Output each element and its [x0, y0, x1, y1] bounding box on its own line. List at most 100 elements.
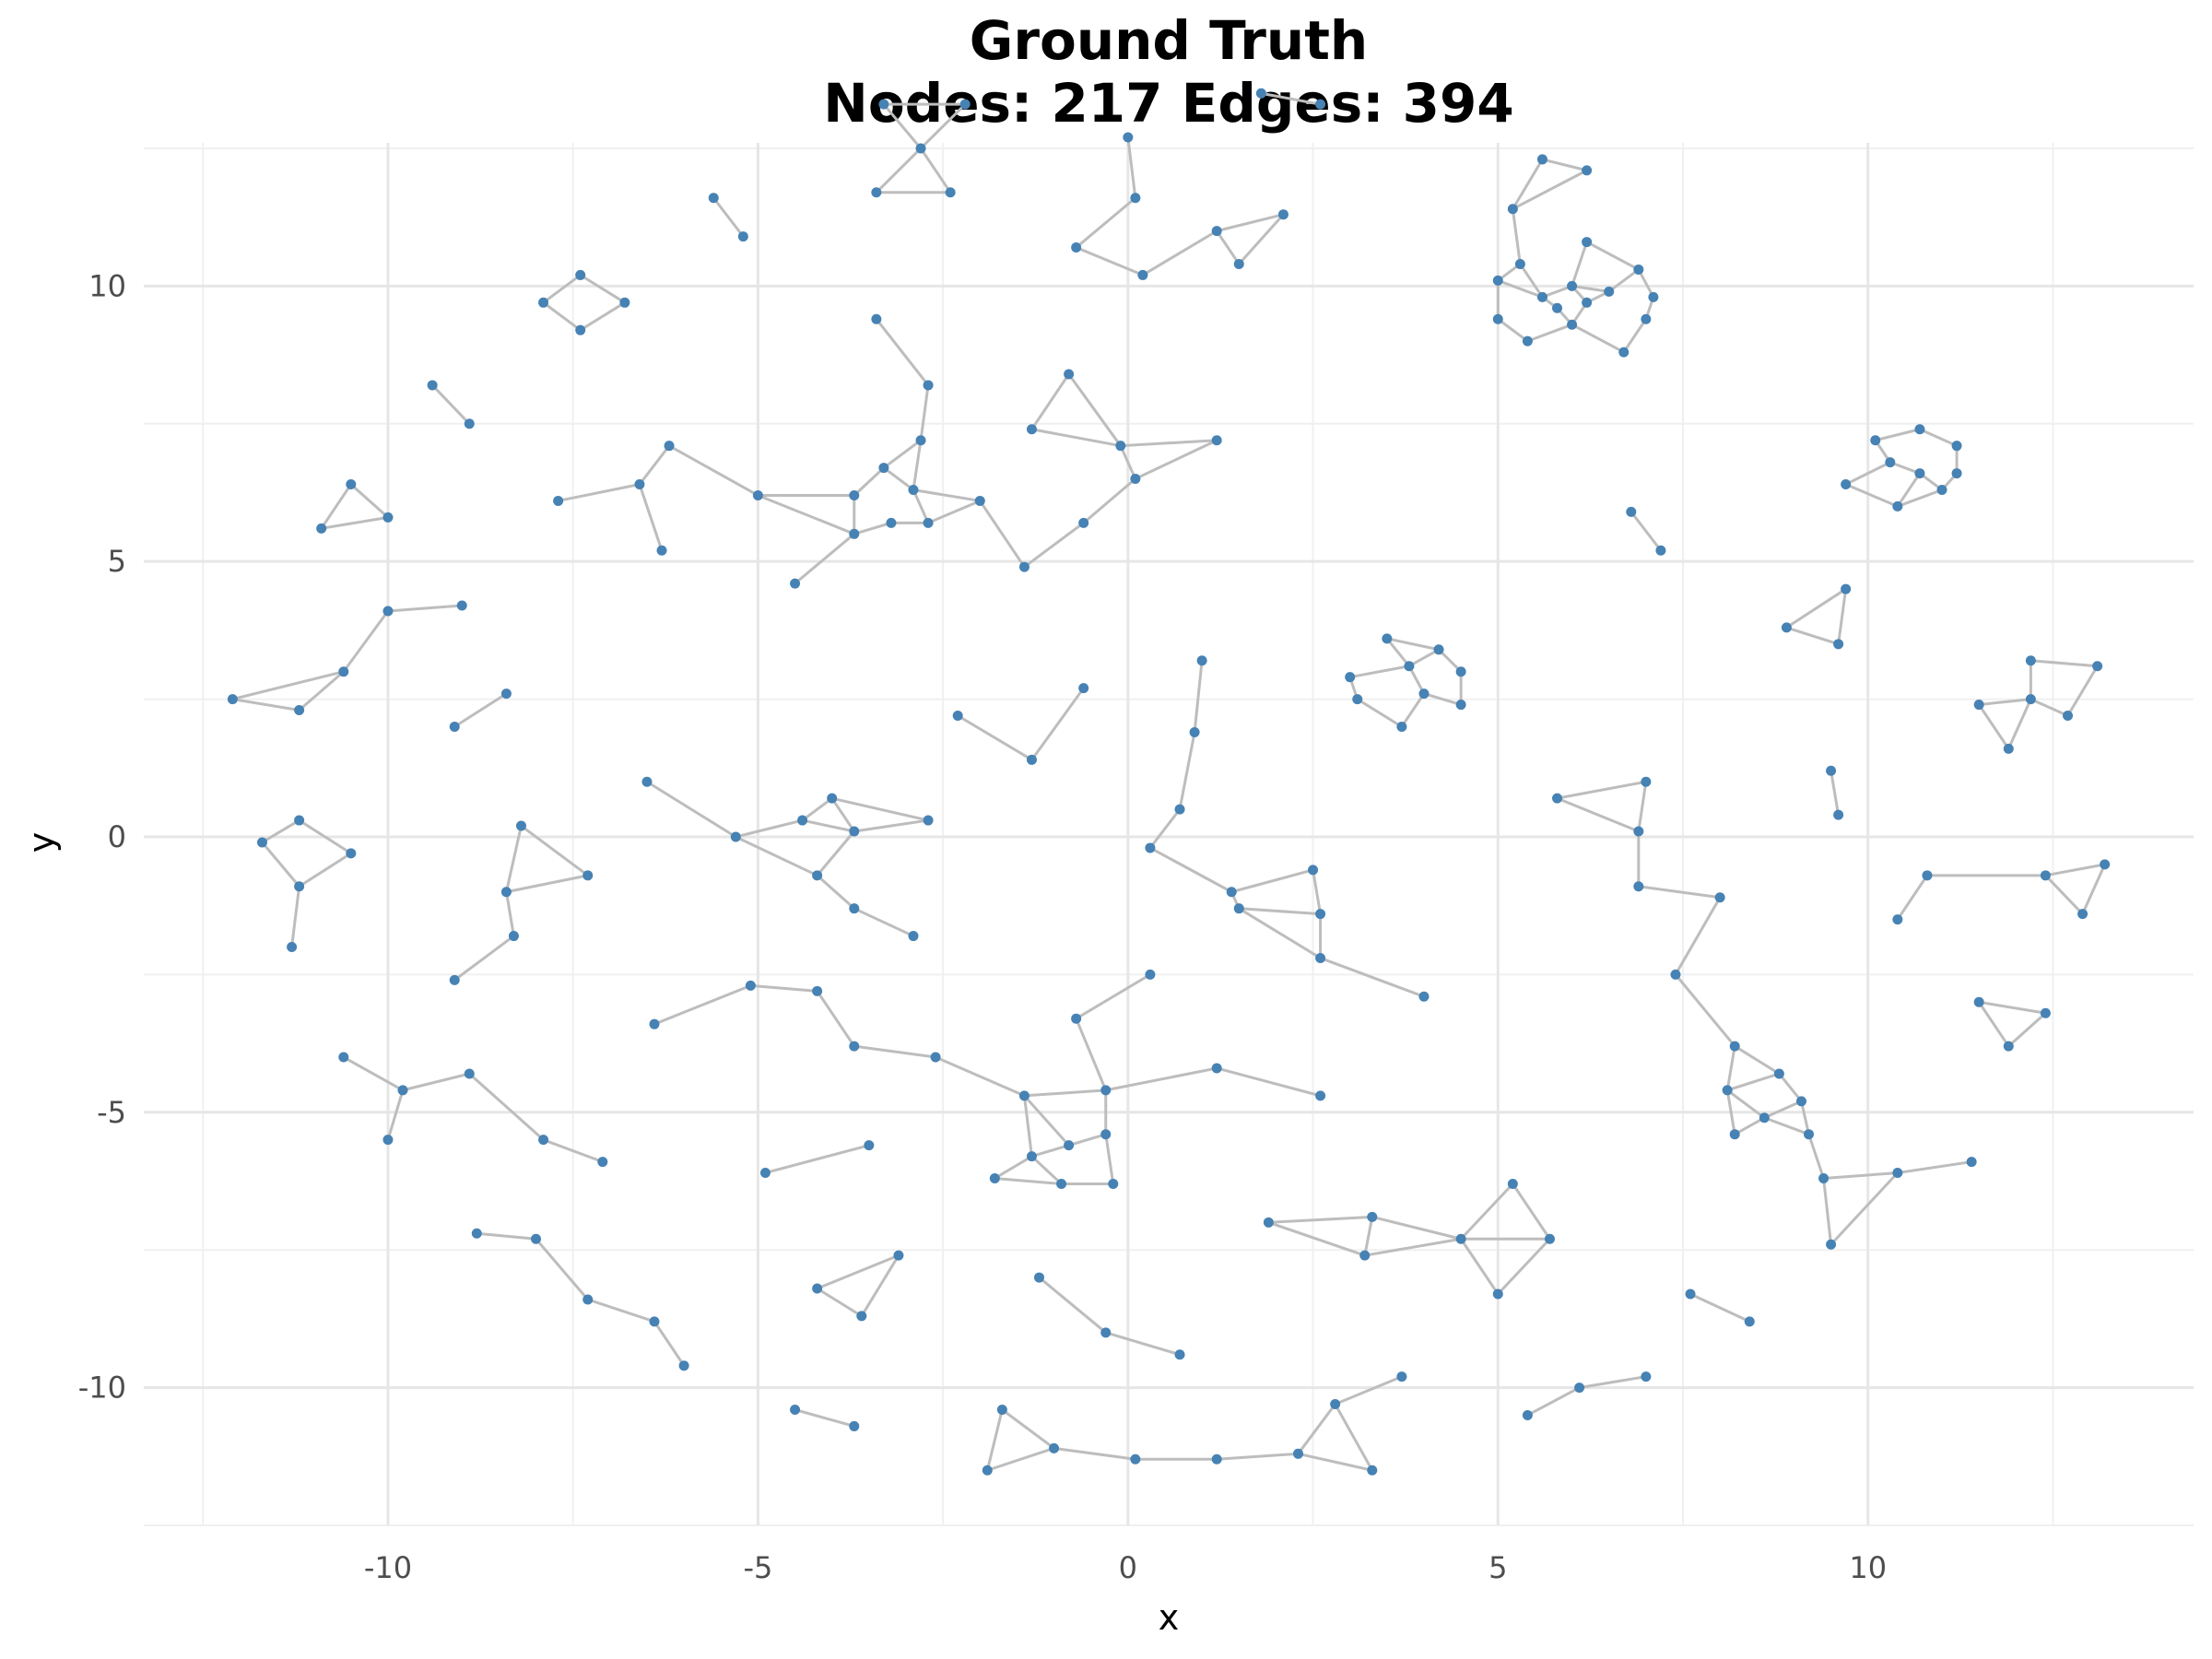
graph-edge — [431, 383, 471, 425]
tick-labels: -10 -5 0 5 10 -10 -5 0 5 10 — [78, 268, 1887, 1585]
graph-node — [849, 826, 860, 837]
graph-edge — [343, 1055, 404, 1092]
graph-edge — [853, 1044, 936, 1059]
graph-node — [1744, 1316, 1755, 1327]
graph-node — [871, 313, 882, 324]
graph-node — [1973, 996, 1984, 1007]
graph-edge — [1082, 477, 1136, 524]
graph-edge — [1142, 229, 1218, 276]
graph-node — [1714, 892, 1725, 903]
graph-node — [256, 837, 267, 848]
graph-node — [641, 776, 653, 787]
graph-edge — [957, 714, 1033, 761]
graph-edge — [1356, 698, 1403, 728]
graph-node — [1626, 506, 1637, 517]
graph-edge — [1897, 488, 1943, 508]
graph-edge — [261, 818, 300, 844]
graph-node — [974, 495, 985, 506]
graph-edge — [1460, 1182, 1514, 1241]
graph-edge — [927, 500, 981, 524]
graph-node — [1196, 655, 1207, 666]
y-tick-label: 0 — [108, 819, 126, 854]
graph-edge — [1119, 445, 1137, 480]
graph-node — [982, 1465, 993, 1476]
graph-node — [2003, 1041, 2014, 1052]
graph-edge — [1763, 1116, 1810, 1136]
graph-node — [1922, 870, 1933, 881]
graph-node — [338, 666, 349, 677]
graph-edge — [875, 318, 930, 386]
graph-edge — [231, 670, 345, 701]
graph-edge — [794, 1408, 855, 1428]
graph-edge — [1497, 1238, 1551, 1296]
graph-node — [1367, 1211, 1378, 1222]
graph-edge — [912, 488, 930, 524]
graph-edge — [1238, 213, 1285, 265]
graph-node — [1064, 1140, 1075, 1151]
graph-node — [1123, 132, 1134, 143]
graph-edge — [2030, 698, 2069, 717]
graph-node — [1396, 1371, 1407, 1382]
graph-edge — [2081, 864, 2107, 915]
graph-edge — [935, 1055, 1026, 1098]
graph-node — [737, 231, 748, 242]
graph-edge — [1979, 698, 2031, 707]
graph-node — [1826, 1239, 1837, 1250]
graph-edge — [1622, 318, 1648, 353]
graph-node — [923, 380, 934, 391]
graph-edge — [1459, 1238, 1500, 1295]
graph-edge — [1364, 1237, 1462, 1257]
graph-node — [930, 1052, 941, 1063]
graph-edge — [1024, 1088, 1106, 1098]
graph-node — [575, 269, 586, 280]
graph-edge — [1607, 268, 1640, 293]
graph-edge — [1519, 263, 1544, 299]
graph-edge — [735, 818, 803, 839]
graph-edge — [1823, 1171, 1898, 1181]
graph-node — [1567, 280, 1578, 291]
graph-node — [1833, 809, 1844, 820]
graph-node — [1211, 1063, 1222, 1074]
graph-edge — [638, 444, 671, 486]
graph-edge — [1512, 1182, 1551, 1241]
graph-node — [1211, 1453, 1222, 1465]
graph-edge — [1238, 907, 1322, 959]
graph-node — [1936, 484, 1947, 495]
graph-node — [1433, 644, 1444, 655]
graph-node — [1951, 441, 1962, 452]
graph-edge — [1726, 1088, 1766, 1119]
graph-node — [1892, 914, 1903, 925]
graph-node — [338, 1052, 349, 1063]
graph-edge — [1726, 1072, 1780, 1092]
graph-edge — [1023, 522, 1085, 569]
graph-node — [1492, 313, 1503, 324]
graph-edge — [468, 1072, 545, 1141]
graph-node — [382, 512, 394, 523]
graph-node — [1315, 952, 1326, 963]
graph-node — [227, 694, 238, 705]
chart-title: Ground Truth — [969, 9, 1369, 72]
graph-node — [1071, 242, 1082, 253]
graph-edge — [1725, 1045, 1736, 1091]
graph-node — [1729, 1041, 1740, 1052]
graph-node — [1633, 264, 1644, 275]
graph-edge — [1053, 1446, 1136, 1461]
graph-edge — [1135, 439, 1218, 480]
graph-edge — [1571, 241, 1589, 287]
graph-edge — [1512, 169, 1588, 211]
graph-edge — [1734, 1044, 1781, 1076]
graph-node — [1536, 291, 1547, 302]
graph-edge — [853, 818, 929, 833]
graph-node — [1973, 700, 1984, 711]
graph-edge — [1897, 1160, 1972, 1175]
graph-edge — [1579, 1375, 1647, 1390]
graph-node — [959, 99, 971, 110]
graph-node — [923, 815, 934, 826]
graph-node — [1026, 754, 1037, 765]
graph-node — [531, 1233, 542, 1244]
y-axis-title: y — [21, 832, 62, 853]
graph-node — [1211, 435, 1222, 446]
graph-node — [790, 578, 801, 589]
graph-node — [1655, 545, 1666, 556]
graph-edge — [261, 841, 300, 888]
